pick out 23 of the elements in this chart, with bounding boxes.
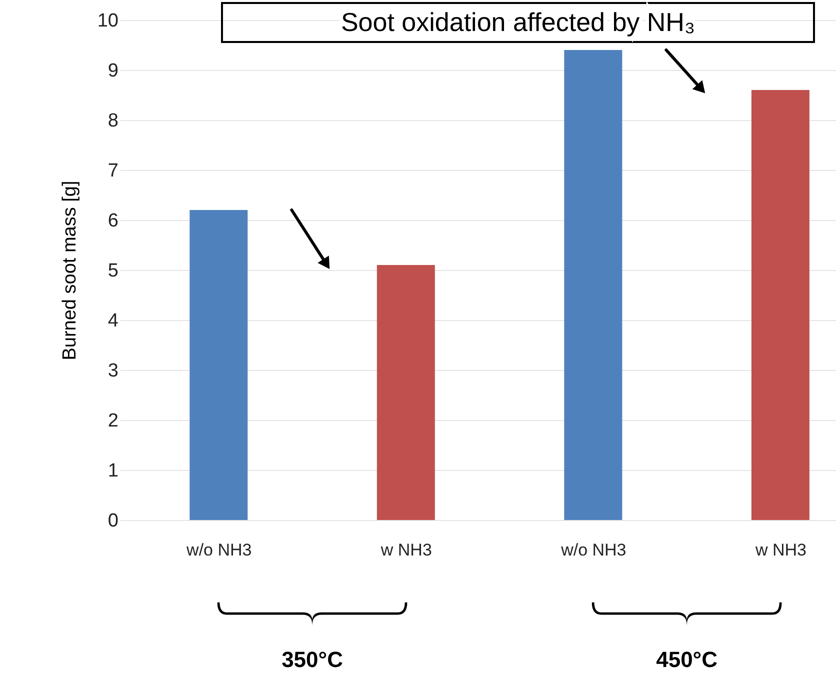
bar (376, 265, 435, 520)
y-tick-label: 2 (108, 410, 118, 432)
y-tick-label: 1 (108, 460, 118, 482)
chart-title: Soot oxidation affected by NH₃ (340, 7, 696, 37)
y-tick-label: 5 (108, 260, 118, 282)
y-tick-label: 6 (108, 210, 118, 232)
text: 450°C (656, 647, 718, 672)
y-tick-label: 4 (108, 310, 119, 332)
bar (751, 90, 810, 520)
y-tick-label: 7 (108, 160, 118, 182)
text: 350°C (282, 647, 344, 672)
y-axis-title: Burned soot mass [g] (59, 180, 80, 360)
bar (190, 210, 248, 520)
y-tick-label: 3 (108, 360, 118, 382)
bar (564, 50, 622, 520)
y-tick-label: 10 (97, 10, 118, 32)
x-tick-label: w/o NH3 (560, 540, 626, 560)
y-tick-label: 9 (108, 60, 118, 82)
x-tick-label: w NH3 (754, 540, 806, 560)
x-tick-label: w/o NH3 (186, 540, 252, 560)
y-tick-label: 0 (108, 510, 118, 532)
x-tick-label: w NH3 (380, 540, 432, 560)
y-tick-label: 8 (108, 110, 118, 132)
